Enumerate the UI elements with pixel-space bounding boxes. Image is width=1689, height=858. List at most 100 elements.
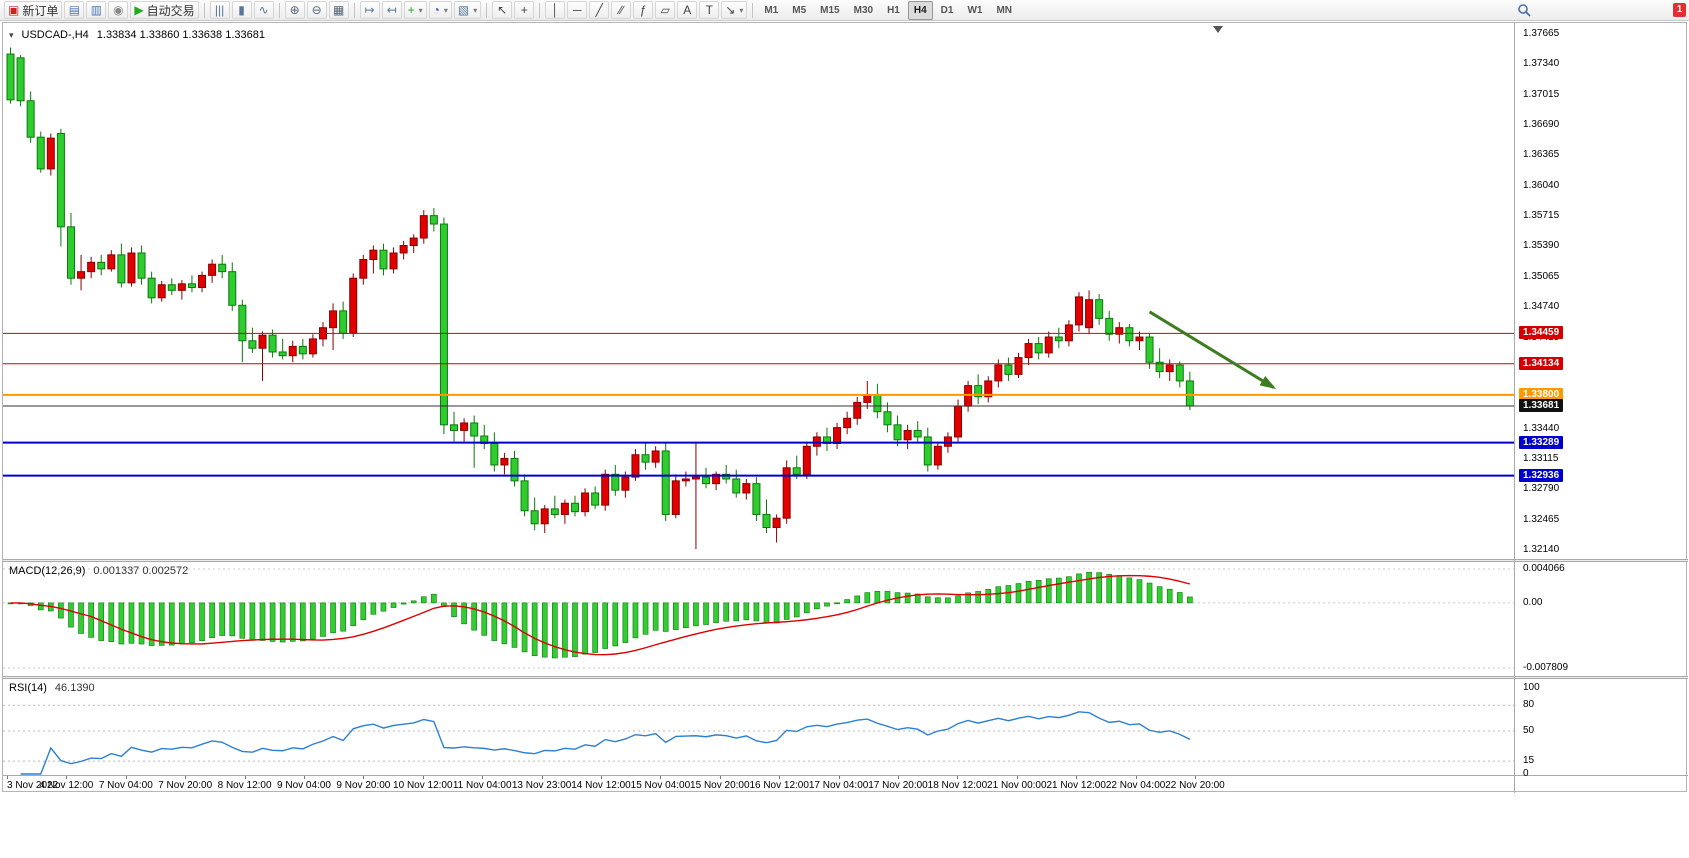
crosshair-icon: + [520, 3, 528, 17]
new-order-button[interactable]: ▣ 新订单 [4, 1, 63, 19]
arrows-button[interactable]: ↘ ▾ [721, 1, 748, 19]
toolbar-separator [203, 2, 205, 18]
time-label: 10 Nov 12:00 [393, 780, 453, 791]
horizontal-line-button[interactable]: ─ [567, 1, 588, 19]
macd-bar [1035, 580, 1042, 604]
macd-bar [370, 602, 377, 615]
macd-bar [350, 602, 357, 626]
search-button[interactable] [1514, 1, 1534, 19]
timeframe-button-d1[interactable]: D1 [940, 4, 954, 16]
text-label-button[interactable]: T [699, 1, 720, 19]
macd-bar [703, 602, 709, 625]
candle-body [329, 310, 338, 329]
fibonacci-button[interactable]: ƒ [633, 1, 654, 19]
panel-separator[interactable] [3, 676, 1688, 679]
macd-bar [410, 600, 417, 604]
new-chart-icon: ▤ [68, 3, 81, 17]
price-chart[interactable] [3, 23, 1514, 559]
autotrading-label: 自动交易 [146, 3, 195, 18]
macd-bar [199, 602, 205, 641]
one-click-trading-toggle[interactable]: ▾ [9, 29, 14, 40]
timeframe-button-mn[interactable]: MN [996, 4, 1013, 16]
zoom-out-button[interactable]: ⊖ [306, 1, 327, 19]
timeframe-button-m5[interactable]: M5 [792, 4, 807, 16]
fibonacci-icon: ƒ [639, 3, 647, 17]
time-tick [304, 776, 305, 779]
toolbar-separator [486, 2, 488, 18]
shapes-button[interactable]: ▱ [655, 1, 676, 19]
autotrading-button[interactable]: ▶ 自动交易 [130, 1, 199, 19]
vertical-line-button[interactable]: │ [545, 1, 566, 19]
macd-bar [733, 602, 740, 622]
chart-shift-marker[interactable] [1213, 26, 1223, 33]
macd-bar [1056, 577, 1062, 604]
zoom-in-button[interactable]: ⊕ [284, 1, 305, 19]
timeframe-button-m15[interactable]: M15 [820, 4, 840, 16]
candle-body [843, 417, 852, 429]
macd-bar [1045, 578, 1052, 604]
time-label: 18 Nov 12:00 [927, 780, 988, 791]
time-axis[interactable]: 3 Nov 2022 4 Nov 12:00 7 Nov 04:00 7 Nov 20… [3, 776, 1514, 793]
candle-body [923, 436, 932, 466]
candle-body [137, 252, 146, 279]
channel-button[interactable]: ∕∕ [611, 1, 632, 19]
macd-bar [1176, 592, 1183, 604]
macd-bar [683, 602, 689, 629]
templates-button[interactable]: ▧ ▾ [453, 1, 482, 19]
dropdown-caret-icon: ▾ [739, 5, 744, 15]
price-badge-1.33289: 1.33289 [1519, 435, 1564, 449]
panel-separator[interactable] [3, 559, 1688, 562]
timeframe-button-m30[interactable]: M30 [853, 4, 874, 16]
zoom-out-icon: ⊖ [311, 3, 322, 17]
timeframe-button-m1[interactable]: M1 [764, 4, 779, 16]
price-badge-1.33800: 1.33800 [1519, 387, 1564, 401]
trend-arrow[interactable] [1148, 310, 1275, 389]
macd-bar [209, 602, 215, 639]
text-button[interactable]: A [677, 1, 698, 19]
macd-bar [985, 589, 992, 604]
price-tick-label: 1.37340 [1523, 58, 1560, 70]
candle-body [581, 492, 590, 513]
macd-bar [793, 602, 800, 618]
timeframe-button-w1[interactable]: W1 [967, 4, 983, 16]
macd-bar [723, 602, 729, 622]
bar-chart-type-button[interactable]: ||| [209, 1, 230, 19]
tile-windows-button[interactable]: ▦ [328, 1, 349, 19]
time-tick [660, 776, 662, 779]
candle-body [833, 427, 842, 444]
candlestick-type-button[interactable]: ▮ [231, 1, 252, 19]
notification-badge[interactable]: 1 [1673, 3, 1686, 17]
macd-bar [471, 602, 477, 631]
line-chart-type-button[interactable]: ∿ [253, 1, 274, 19]
macd-bar [1015, 583, 1022, 604]
macd-bar [320, 602, 326, 637]
rsi-panel[interactable] [3, 679, 1514, 775]
timeframe-button-h1[interactable]: H1 [887, 4, 900, 16]
candle-body [1105, 317, 1114, 335]
new-chart-button[interactable]: ▤ [64, 1, 85, 19]
macd-bar [108, 602, 115, 642]
profiles-button[interactable]: ▥ [86, 1, 107, 19]
macd-panel[interactable] [3, 562, 1514, 676]
candle-body [1014, 357, 1023, 375]
chart-shift-button[interactable]: ↤ [381, 1, 402, 19]
crosshair-button[interactable]: + [514, 1, 535, 19]
timeframe-button-h4[interactable]: H4 [907, 0, 933, 20]
trendline-button[interactable]: ╱ [589, 1, 610, 19]
price-axis[interactable]: 1.37665 1.37340 1.37015 1.36690 1.36365 1.360… [1515, 23, 1687, 793]
market-button[interactable]: ◉ [108, 1, 129, 19]
candle-body [974, 385, 983, 398]
cursor-button[interactable]: ↖ [492, 1, 513, 19]
price-tick-label: 1.36365 [1523, 149, 1560, 161]
new-order-label: 新订单 [22, 3, 59, 18]
periods-button[interactable]: ◔ ▾ [428, 1, 452, 19]
macd-bar [743, 602, 750, 621]
macd-bar [552, 602, 558, 659]
indicators-button[interactable]: + ▾ [403, 1, 427, 19]
auto-scroll-button[interactable]: ↦ [359, 1, 380, 19]
macd-bar [824, 602, 830, 607]
zoom-in-icon: ⊕ [289, 3, 300, 17]
time-label: 13 Nov 23:00 [511, 780, 572, 791]
macd-signal-line [10, 574, 1191, 656]
time-label: 11 Nov 04:00 [452, 780, 512, 791]
